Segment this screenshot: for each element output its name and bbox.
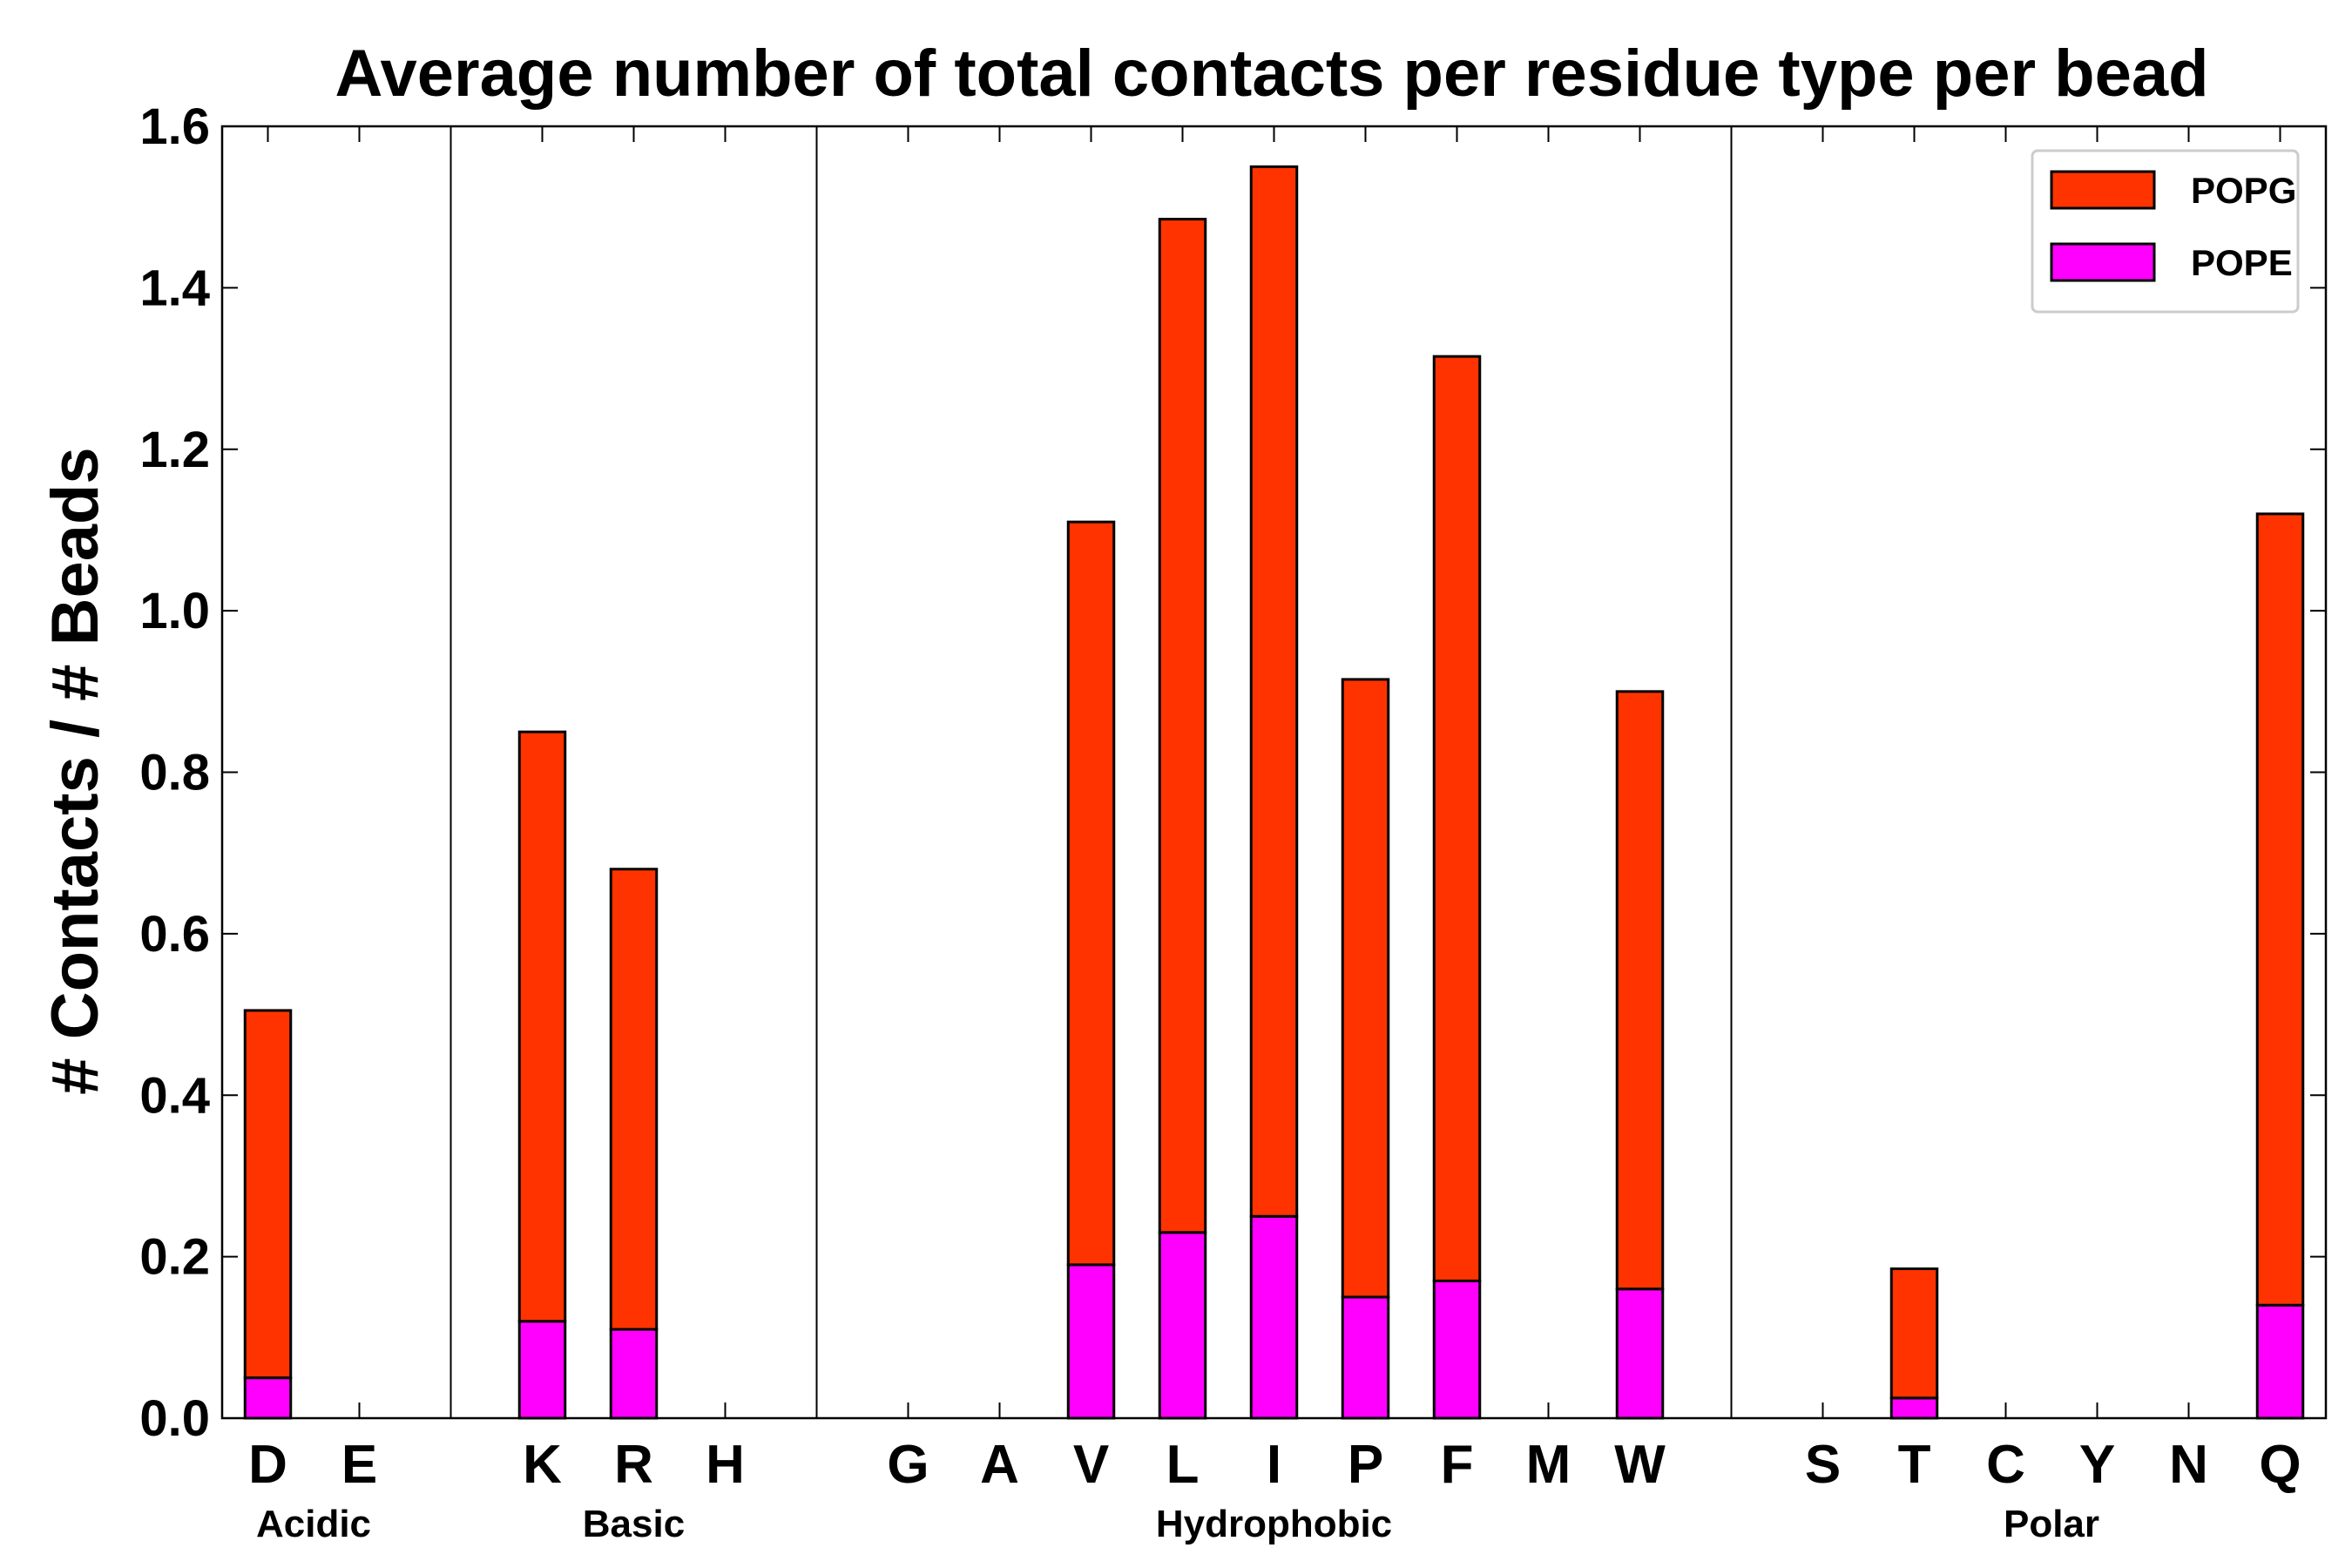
bar-pope-T: [1889, 1396, 1939, 1420]
bar-popg-K: [517, 730, 567, 1323]
x-tick-label-Y: Y: [2079, 1435, 2115, 1495]
y-tick-label: 0.6: [139, 906, 210, 963]
group-label-basic: Basic: [583, 1503, 685, 1545]
group-label-acidic: Acidic: [256, 1503, 371, 1545]
chart-title: Average number of total contacts per res…: [335, 37, 2208, 111]
bar-pope-Q: [2255, 1303, 2305, 1420]
y-tick-label: 1.0: [139, 583, 210, 639]
x-tick-label-V: V: [1073, 1435, 1109, 1495]
y-tick-label: 0.0: [139, 1390, 210, 1447]
bar-popg-F: [1432, 355, 1482, 1282]
group-label-hydrophobic: Hydrophobic: [1156, 1503, 1392, 1545]
x-tick-label-K: K: [523, 1435, 562, 1495]
bar-popg-T: [1889, 1267, 1939, 1400]
y-tick-label: 0.2: [139, 1229, 210, 1286]
group-label-polar: Polar: [2004, 1503, 2099, 1545]
x-tick-label-F: F: [1441, 1435, 1474, 1495]
y-tick-label: 1.4: [139, 260, 210, 316]
legend-label-pope: POPE: [2191, 242, 2293, 283]
plot-area: 0.0 0.2 0.4 0.6 0.8 1.0 1.2 1.4 1.6 D E K R H G A V L I P F M…: [139, 98, 2328, 1545]
bar-pope-W: [1615, 1288, 1665, 1420]
y-tick-label: 1.2: [139, 422, 210, 478]
x-tick-label-Q: Q: [2259, 1435, 2301, 1495]
x-tick-label-C: C: [1986, 1435, 2025, 1495]
x-tick-label-S: S: [1805, 1435, 1841, 1495]
bar-pope-L: [1158, 1231, 1207, 1420]
y-axis-label: # Contacts / # Beads: [38, 447, 112, 1094]
x-tick-label-R: R: [614, 1435, 653, 1495]
bar-popg-Q: [2255, 512, 2305, 1307]
x-tick-label-T: T: [1898, 1435, 1931, 1495]
bar-pope-I: [1249, 1214, 1299, 1420]
x-tick-label-H: H: [706, 1435, 745, 1495]
x-tick-label-L: L: [1166, 1435, 1200, 1495]
bar-popg-W: [1615, 690, 1665, 1291]
bar-pope-D: [243, 1376, 293, 1420]
bar-popg-V: [1066, 520, 1116, 1267]
x-tick-label-I: I: [1267, 1435, 1281, 1495]
x-tick-label-N: N: [2169, 1435, 2208, 1495]
y-tick-label: 0.8: [139, 745, 210, 801]
bar-popg-P: [1341, 678, 1390, 1299]
bar-pope-F: [1432, 1279, 1482, 1420]
bar-pope-K: [517, 1320, 567, 1420]
legend-swatch-pope: [2050, 242, 2156, 282]
x-tick-label-P: P: [1348, 1435, 1383, 1495]
bar-popg-R: [609, 868, 659, 1331]
bar-pope-R: [609, 1328, 659, 1420]
x-tick-label-A: A: [980, 1435, 1019, 1495]
x-tick-label-E: E: [341, 1435, 377, 1495]
y-tick-label: 0.4: [139, 1067, 210, 1124]
bar-popg-L: [1158, 218, 1207, 1234]
legend: POPG POPE: [2031, 149, 2300, 314]
bar-pope-P: [1341, 1295, 1390, 1420]
x-tick-label-G: G: [887, 1435, 929, 1495]
bar-popg-I: [1249, 165, 1299, 1218]
y-tick-label: 1.6: [139, 98, 210, 155]
bar-popg-D: [243, 1009, 293, 1380]
bar-pope-V: [1066, 1263, 1116, 1420]
x-tick-label-W: W: [1614, 1435, 1666, 1495]
x-tick-label-D: D: [248, 1435, 287, 1495]
legend-label-popg: POPG: [2191, 170, 2296, 211]
x-tick-label-M: M: [1526, 1435, 1571, 1495]
legend-swatch-popg: [2050, 170, 2156, 210]
